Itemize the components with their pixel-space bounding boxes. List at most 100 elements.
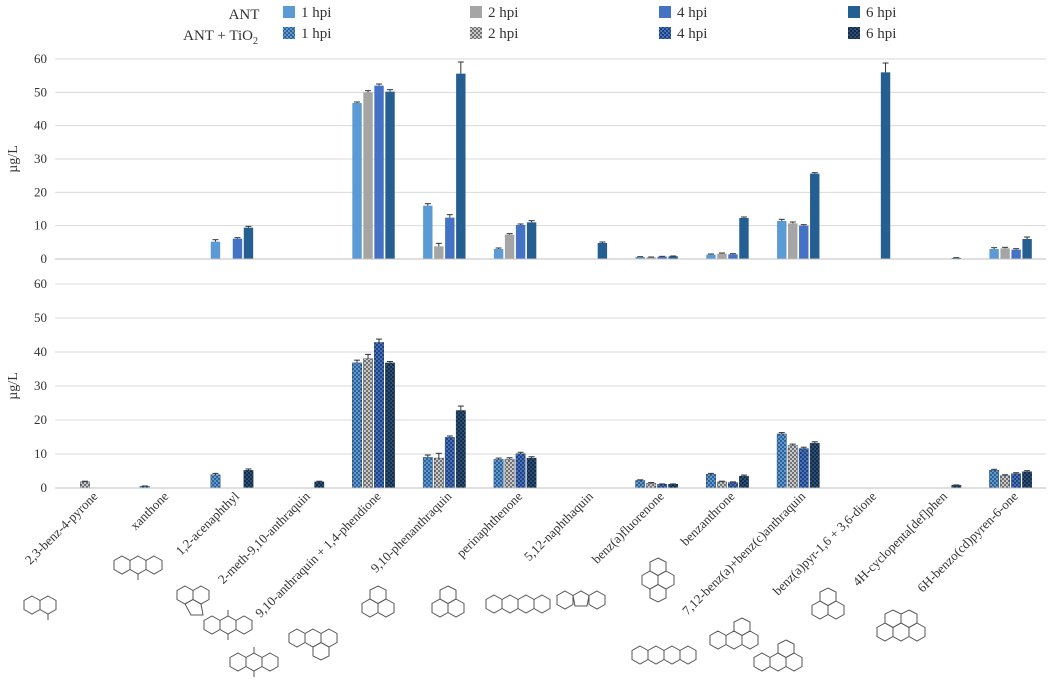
legend: ANT ANT + TiO2 1 hpi 1 hpi 2 hpi 2 hpi 4 hpi…: [183, 5, 896, 47]
x-tick-label-5-12-naphthaquin: 5,12-naphthaquin: [521, 488, 597, 564]
y-tick-label: 20: [34, 412, 47, 427]
structure-anthraquinone: [229, 647, 279, 677]
bar-6-hpi-benzanthrone: [739, 475, 749, 489]
y-tick-label: 30: [34, 378, 47, 393]
bar-1-hpi-9-10-anthraquin-1-4-phendione: [352, 103, 362, 259]
series-4-hpi: [91, 83, 1021, 260]
x-tick-label-1-2-acenaphthyl: 1,2-acenaphthyl: [173, 488, 243, 558]
structure-acenaphthyl: [176, 585, 210, 616]
bar-6-hpi-perinaphthenone: [526, 457, 537, 489]
bar-2-hpi-9-10-anthraquin-1-4-phendione: [363, 92, 373, 259]
bar-6-hpi-7-12-benz-a-benz-c-anthraquin: [809, 442, 820, 489]
bar-1-hpi-7-12-benz-a-benz-c-anthraquin: [777, 221, 787, 259]
bar-2-hpi-benzanthrone: [717, 481, 727, 489]
bar-4-hpi-perinaphthenone: [515, 225, 526, 259]
structure-phendione: [288, 628, 338, 661]
y-tick-label: 20: [34, 184, 47, 199]
bar-1-hpi-9-10-anthraquin-1-4-phendione: [352, 362, 362, 489]
legend-label-2-hpi: 2 hpi: [488, 5, 518, 21]
structure-benzpyrenedione-b: [753, 639, 803, 672]
bar-6-hpi-1-2-acenaphthyl: [243, 227, 254, 259]
legend-swatch-6-hpi-tio2: [848, 27, 860, 39]
bar-6-hpi-6h-benzo-cd-pyren-6-one: [1022, 471, 1033, 489]
bar-2-hpi-perinaphthenone: [504, 234, 515, 259]
x-tick-label-9-10-anthraquin-1-4-phendione: 9,10-anthraquin + 1,4-phendione: [252, 488, 384, 620]
bar-1-hpi-1-2-acenaphthyl: [210, 474, 221, 489]
bar-6-hpi-7-12-benz-a-benz-c-anthraquin: [810, 173, 820, 259]
bar-2-hpi-7-12-benz-a-benz-c-anthraquin: [788, 223, 798, 259]
structure-xanthone: [113, 555, 163, 580]
legend-swatch-1-hpi: [283, 6, 295, 18]
structure-benzanthrone: [641, 557, 675, 603]
structure-benzanthraquinone: [631, 645, 697, 665]
bar-2-hpi-benz-a-fluorenone: [646, 257, 656, 259]
y-tick-label: 60: [34, 51, 47, 66]
structure-phenanthraquinone: [361, 585, 395, 618]
y-tick-label: 60: [34, 276, 47, 291]
bar-4-hpi-benz-a-fluorenone: [657, 484, 668, 489]
bar-4-hpi-7-12-benz-a-benz-c-anthraquin: [798, 448, 809, 489]
bar-4-hpi-9-10-phenanthraquin: [444, 437, 455, 489]
bar-6-hpi-9-10-anthraquin-1-4-phendione: [385, 91, 395, 260]
bar-6-hpi-2-meth-9-10-anthraquin: [314, 481, 325, 489]
legend-label-2-hpi-tio2: 2 hpi: [488, 26, 518, 42]
y-tick-label: 30: [34, 151, 47, 166]
bar-2-hpi-9-10-phenanthraquin: [433, 457, 444, 489]
x-tick-label-7-12-benz-a-benz-c-anthraquin: 7,12-benz(a)+benz(c)anthraquin: [679, 488, 809, 618]
bar-2-hpi-6h-benzo-cd-pyren-6-one: [1000, 248, 1010, 259]
x-tick-labels: 2,3-benz-4-pyrone xanthone 1,2-acenaphthyl…: [22, 488, 1021, 620]
y-tick-label: 40: [34, 344, 47, 359]
bar-1-hpi-perinaphthenone: [493, 249, 504, 259]
x-tick-label-benz-a-fluorenone: benz(a)fluorenone: [589, 488, 667, 566]
series-2-hpi: [80, 90, 1010, 260]
bar-1-hpi-perinaphthenone: [493, 459, 504, 489]
legend-label-6-hpi: 6 hpi: [866, 5, 896, 21]
bar-1-hpi-benzanthrone: [706, 254, 716, 259]
bar-6-hpi-6h-benzo-cd-pyren-6-one: [1022, 239, 1032, 259]
bar-2-hpi-benzanthrone: [717, 253, 727, 259]
y-axis-label: µg/L: [6, 372, 21, 400]
bar-6-hpi-9-10-phenanthraquin: [455, 410, 466, 489]
x-tick-label-xanthone: xanthone: [127, 488, 171, 532]
bar-6-hpi-benzanthrone: [739, 218, 749, 259]
bar-4-hpi-1-2-acenaphthyl: [232, 238, 243, 259]
bar-1-hpi-9-10-phenanthraquin: [423, 205, 433, 259]
bar-6-hpi-benz-a-fluorenone: [668, 256, 678, 259]
structure-benzpyrone: [23, 595, 57, 620]
bar-4-hpi-9-10-phenanthraquin: [445, 217, 455, 259]
structure-cyclopentaphenanthrene: [811, 587, 845, 620]
bar-6-hpi-perinaphthenone: [526, 222, 537, 259]
bar-4-hpi-7-12-benz-a-benz-c-anthraquin: [799, 225, 809, 259]
y-tick-label: 10: [34, 446, 47, 461]
structure-benzpyrenedione-a: [709, 617, 759, 650]
legend-swatch-2-hpi-tio2: [470, 27, 482, 39]
x-tick-label-perinaphthenone: perinaphthenone: [453, 488, 525, 560]
series-4-hpi: [91, 338, 1022, 489]
bar-1-hpi-6h-benzo-cd-pyren-6-one: [989, 470, 1000, 489]
y-tick-label: 50: [34, 310, 47, 325]
y-tick-label: 0: [41, 251, 48, 266]
legend-label-6-hpi-tio2: 6 hpi: [866, 26, 896, 42]
bar-4-hpi-benz-a-fluorenone: [657, 256, 667, 259]
panel-ant-tio2: 0 10 20 30 40 50 60 µg/L: [6, 276, 1046, 495]
bar-2-hpi-benz-a-fluorenone: [646, 483, 657, 489]
y-tick-label: 10: [34, 218, 47, 233]
series-6-hpi: [102, 61, 1032, 260]
structure-benzfluorenone: [556, 590, 606, 610]
bar-1-hpi-6h-benzo-cd-pyren-6-one: [989, 249, 999, 259]
bar-1-hpi-benz-a-fluorenone: [635, 257, 645, 259]
bar-1-hpi-benz-a-fluorenone: [635, 480, 646, 489]
legend-swatch-4-hpi-tio2: [659, 27, 671, 39]
series-6-hpi: [102, 361, 1033, 489]
y-tick-label: 0: [41, 480, 48, 495]
bar-4-hpi-9-10-anthraquin-1-4-phendione: [374, 342, 384, 489]
legend-label-1-hpi: 1 hpi: [301, 5, 331, 21]
molecule-structures: [23, 555, 926, 677]
bar-1-hpi-7-12-benz-a-benz-c-anthraquin: [776, 433, 787, 489]
y-tick-label: 40: [34, 118, 47, 133]
structure-naphthacenequinone: [485, 594, 551, 614]
bar-4-hpi-9-10-anthraquin-1-4-phendione: [374, 85, 384, 260]
legend-label-1-hpi-tio2: 1 hpi: [301, 26, 331, 42]
series-2-hpi: [79, 353, 1011, 489]
